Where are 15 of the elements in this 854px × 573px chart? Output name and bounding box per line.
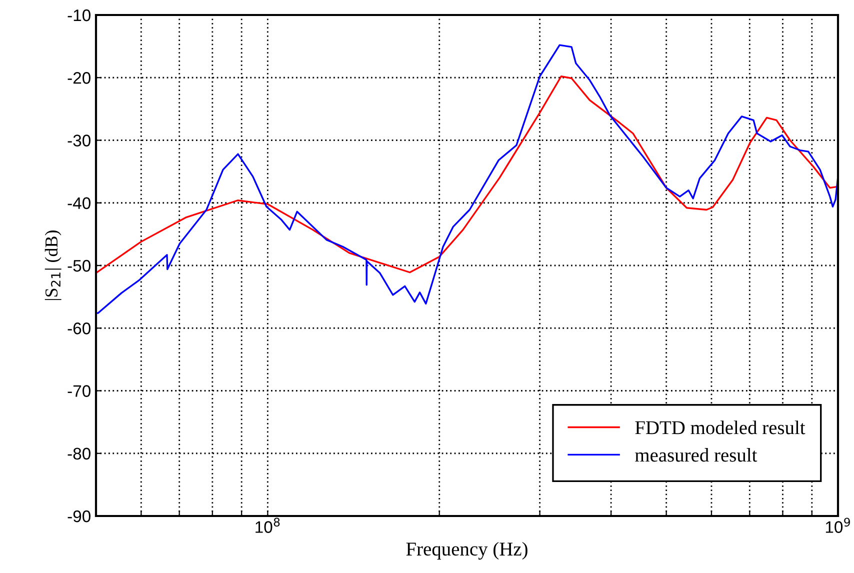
y-tick-label: -90 [68, 510, 90, 522]
y-axis-title: |S$_{21}$| (dB) [44, 230, 62, 300]
y-tick-label: -10 [68, 9, 90, 22]
y-tick-label: -70 [68, 385, 90, 397]
y-tick-label: -60 [68, 322, 90, 334]
legend-label: measured result [635, 448, 758, 462]
y-tick-label: -40 [68, 197, 90, 210]
x-tick-label: 10$^{9}$ [826, 518, 850, 533]
x-axis-title: Frequency (Hz) [406, 542, 528, 560]
y-tick-label: -50 [68, 260, 90, 272]
y-tick-label: -30 [68, 134, 90, 146]
legend-label: FDTD modeled result [635, 420, 806, 434]
y-tick-label: -20 [68, 72, 90, 84]
x-tick-label: 10$^{8}$ [256, 518, 280, 533]
y-tick-label: -80 [68, 448, 90, 460]
